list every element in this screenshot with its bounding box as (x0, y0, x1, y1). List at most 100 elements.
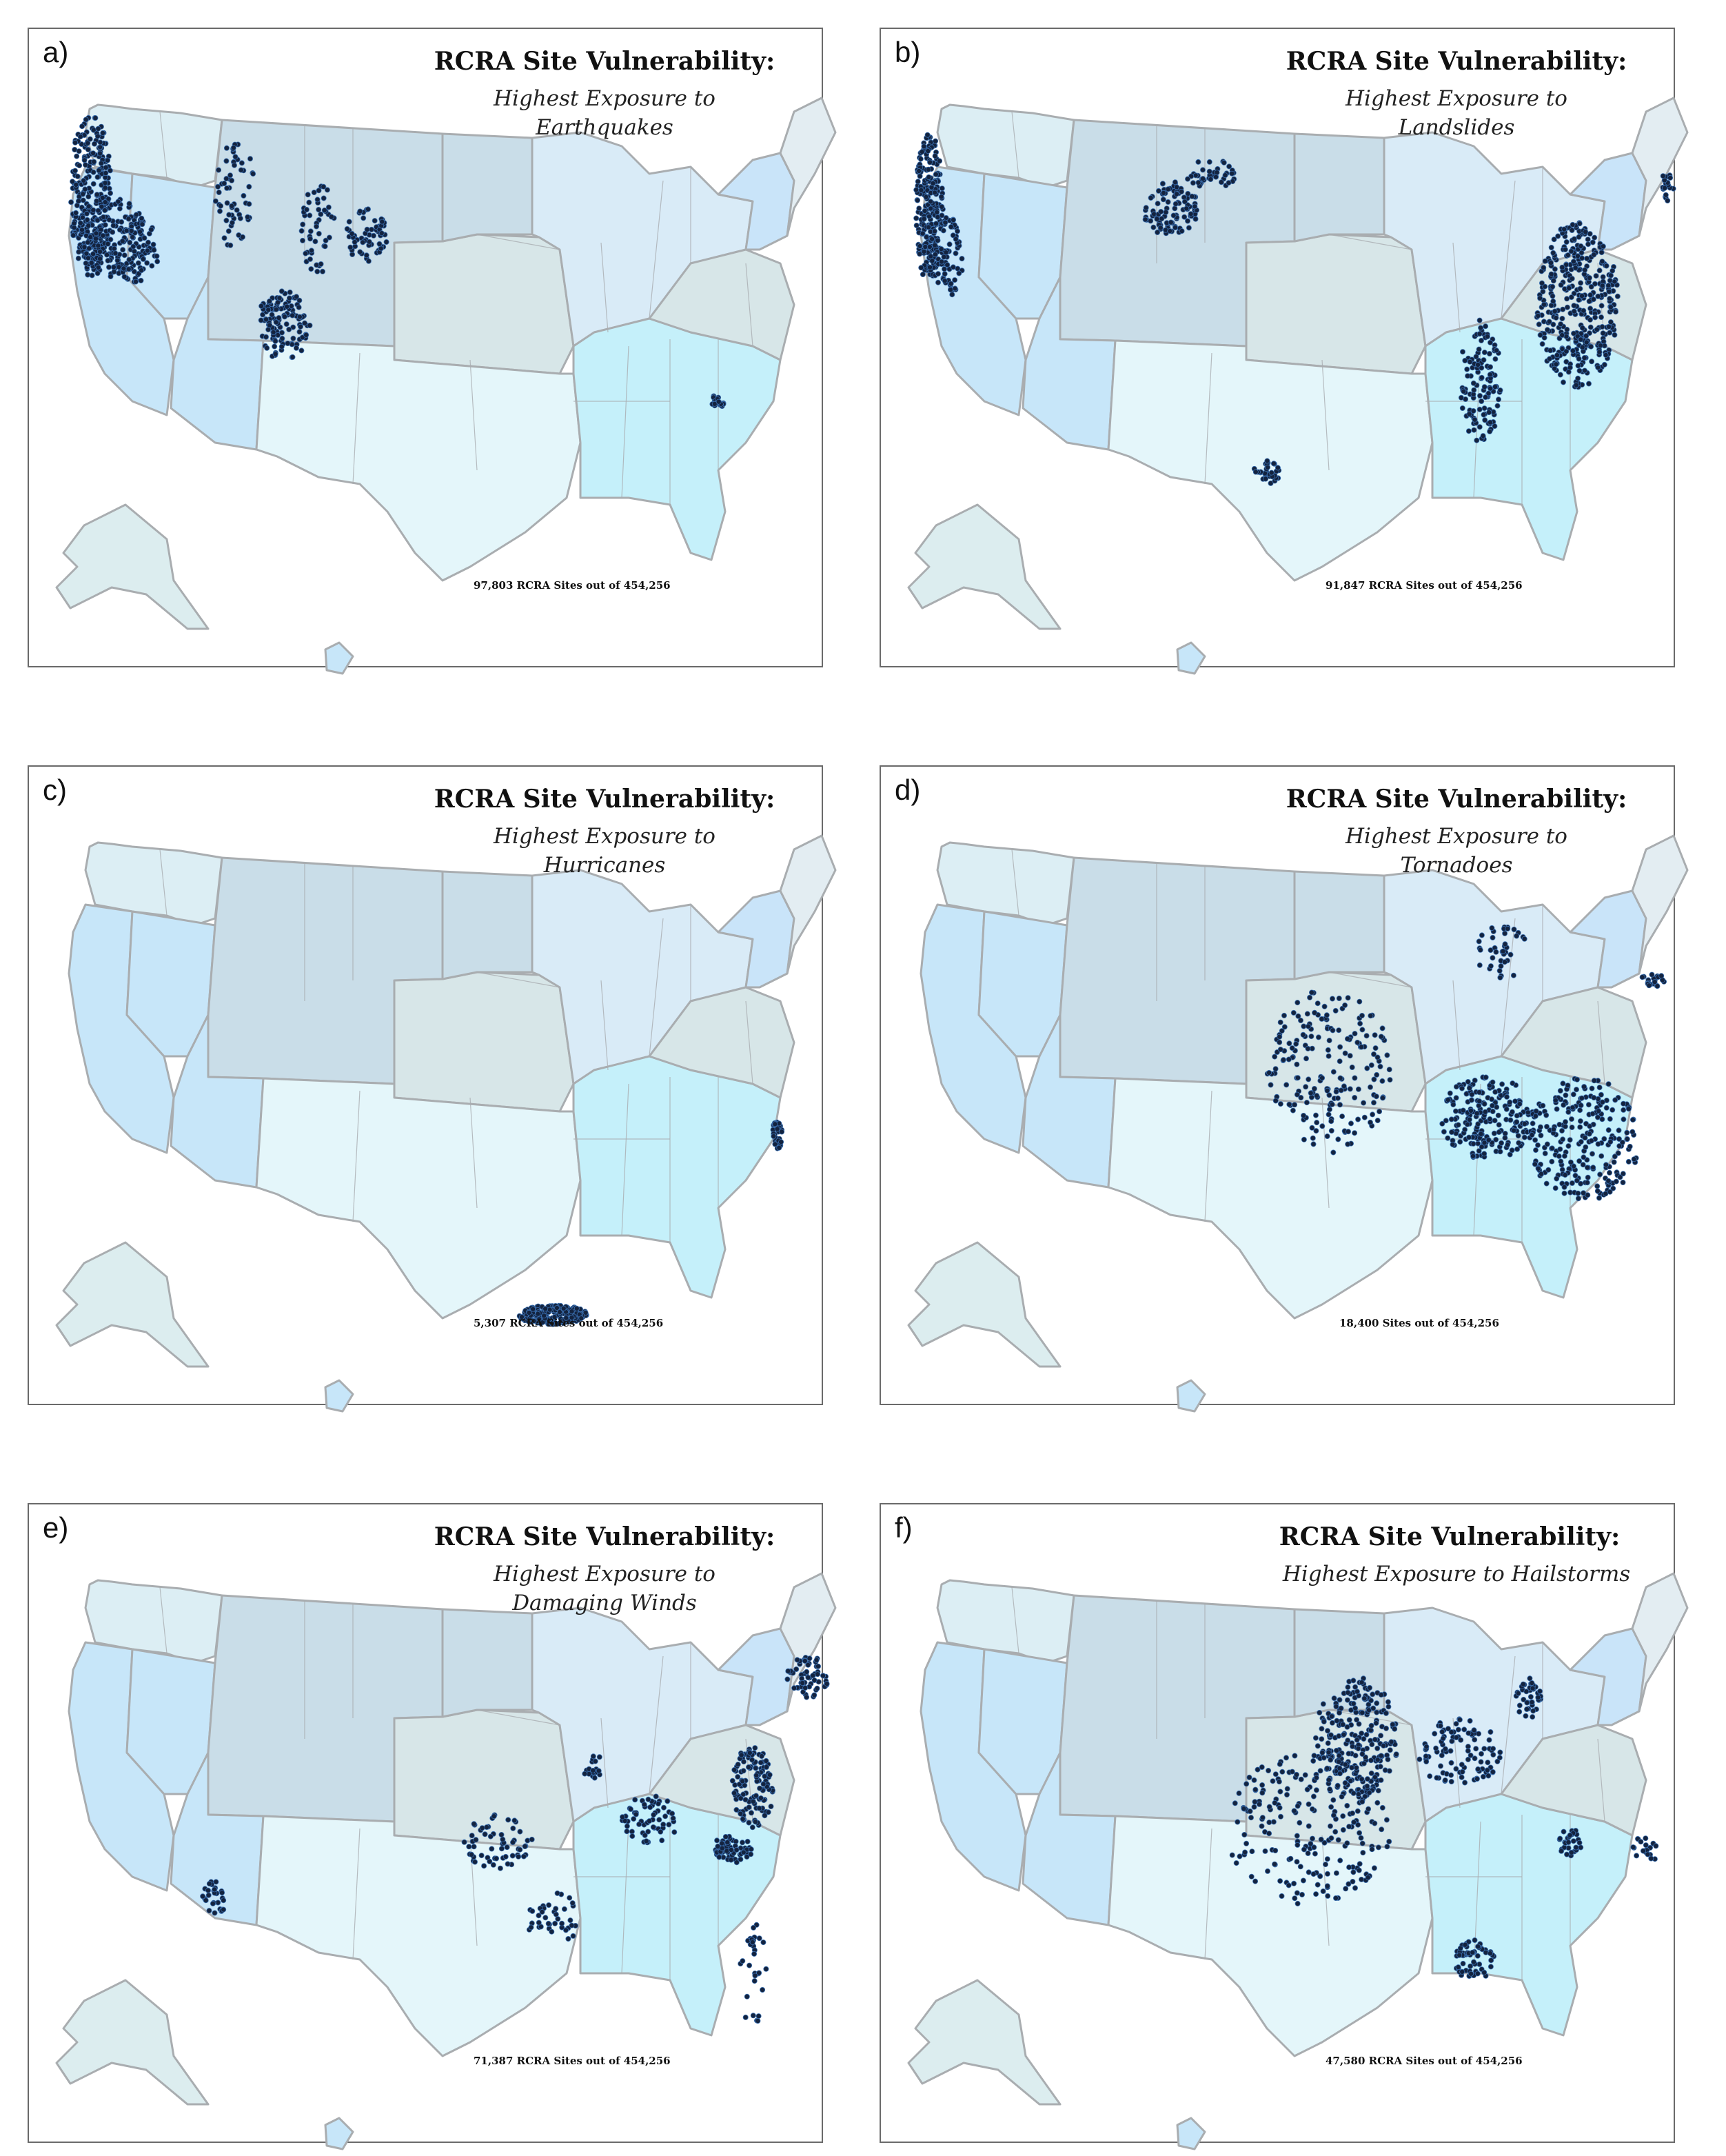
rcra-site-dot (1453, 1766, 1459, 1772)
rcra-site-dot (804, 1694, 810, 1700)
rcra-site-dot (1488, 947, 1494, 954)
rcra-site-dot (554, 1890, 560, 1896)
rcra-site-dot (247, 156, 253, 162)
rcra-site-dot (1589, 1085, 1595, 1091)
rcra-site-dot (1502, 941, 1508, 947)
rcra-site-dot (1588, 343, 1594, 350)
rcra-site-dot (279, 335, 285, 341)
rcra-site-dot (1313, 1128, 1319, 1134)
rcra-site-dot (1373, 1720, 1379, 1726)
rcra-site-dot (149, 263, 155, 269)
rcra-site-dot (642, 1832, 648, 1838)
rcra-site-dot (1323, 1012, 1330, 1018)
rcra-site-dot (1504, 1094, 1510, 1100)
rcra-site-dot (942, 278, 948, 284)
rcra-site-dot (1294, 1091, 1300, 1098)
state-boundary (214, 119, 223, 188)
rcra-site-dot (1328, 1118, 1334, 1125)
rcra-site-dot (131, 248, 137, 254)
rcra-site-dot (370, 232, 376, 239)
rcra-site-dot (1476, 406, 1483, 412)
rcra-site-dot (563, 1315, 569, 1321)
rcra-site-dot (1377, 1109, 1383, 1115)
map-panel-hurricanes: c) RCRA Site Vulnerability: Highest Expo… (28, 765, 837, 1413)
rcra-site-dot (1342, 1050, 1348, 1056)
rcra-site-dot (1598, 314, 1605, 321)
rcra-site-dot (239, 234, 245, 240)
rcra-site-dot (1486, 410, 1492, 416)
rcra-site-dot (1539, 280, 1545, 286)
rcra-site-dot (264, 345, 270, 351)
rcra-site-dot (1594, 326, 1600, 332)
rcra-site-dot (276, 314, 282, 321)
rcra-site-dot (1325, 1740, 1331, 1746)
rcra-site-dot (740, 1840, 746, 1846)
rcra-site-dot (86, 245, 92, 252)
rcra-site-dot (1338, 1087, 1344, 1094)
rcra-site-dot (1535, 1694, 1541, 1700)
rcra-site-dot (1631, 1156, 1637, 1162)
rcra-site-dot (1307, 994, 1313, 1000)
rcra-site-dot (913, 187, 920, 193)
panel-subtitle-line-1: Highest Exposure to (494, 86, 715, 111)
rcra-site-dot (1266, 1831, 1272, 1837)
rcra-site-dot (526, 1309, 532, 1316)
southeast-region (572, 1793, 782, 2037)
rcra-site-dot (752, 1973, 758, 1979)
rcra-site-dot (1460, 1107, 1466, 1114)
rcra-site-dot (1279, 1769, 1286, 1775)
rcra-site-dot (1334, 1095, 1341, 1101)
rcra-site-dot (1243, 1781, 1250, 1787)
panel-letter: d) (895, 774, 921, 806)
rcra-site-dot (1600, 243, 1606, 250)
state-boundary (469, 359, 478, 471)
rcra-site-dot (1499, 1081, 1505, 1087)
mid-atlantic-region (648, 986, 795, 1099)
panel-title: RCRA Site Vulnerability: (434, 785, 775, 814)
rcra-site-dot (1346, 1751, 1352, 1757)
rcra-site-dot (1264, 458, 1270, 464)
rcra-site-dot (1537, 1124, 1543, 1130)
rcra-site-dot (511, 1817, 518, 1824)
rcra-site-dot (1549, 1145, 1555, 1151)
rcra-site-dot (1443, 1118, 1449, 1124)
rcra-site-dot (1599, 323, 1605, 330)
rcra-site-dot (722, 1833, 729, 1840)
rcra-site-dot (1547, 347, 1554, 354)
rcra-site-dot (99, 194, 105, 201)
rcra-site-dot (918, 187, 924, 193)
rcra-site-dot (1206, 168, 1212, 174)
rcra-site-dot (1554, 1106, 1560, 1112)
rcra-site-dot (290, 312, 296, 319)
rcra-site-dot (1583, 333, 1590, 339)
rcra-site-dot (212, 198, 219, 204)
rcra-site-dot (1383, 1710, 1389, 1716)
rcra-site-dot (516, 1853, 522, 1860)
rcra-site-dot (1465, 1078, 1471, 1085)
rcra-site-dot (1368, 1722, 1374, 1729)
rcra-site-dot (760, 1987, 766, 1993)
rcra-site-dot (1232, 1800, 1238, 1806)
rcra-site-dot (83, 260, 89, 266)
rcra-site-dot (1481, 1746, 1488, 1752)
rcra-site-dot (1562, 1123, 1568, 1129)
rcra-site-dot (296, 297, 303, 303)
rcra-site-dot (135, 260, 141, 266)
rcra-site-dot (1558, 282, 1564, 288)
rcra-site-dot (1509, 1109, 1515, 1115)
us-map (907, 97, 1689, 675)
rcra-site-dot (1357, 1830, 1363, 1836)
rcra-site-dot (1482, 1109, 1488, 1115)
rcra-site-dot (915, 179, 921, 185)
rcra-site-dot (1553, 314, 1559, 321)
rcra-site-dot (926, 243, 933, 250)
rcra-site-dot (1576, 296, 1582, 303)
rcra-site-dot (372, 218, 378, 224)
rcra-site-dot (1601, 361, 1607, 367)
mid-atlantic-region (648, 248, 795, 361)
rcra-site-dot (79, 141, 85, 148)
rcra-site-dot (1468, 1097, 1474, 1103)
rcra-site-dot (542, 1306, 549, 1312)
rcra-site-dot (1562, 246, 1568, 252)
state-boundary (984, 911, 1068, 926)
